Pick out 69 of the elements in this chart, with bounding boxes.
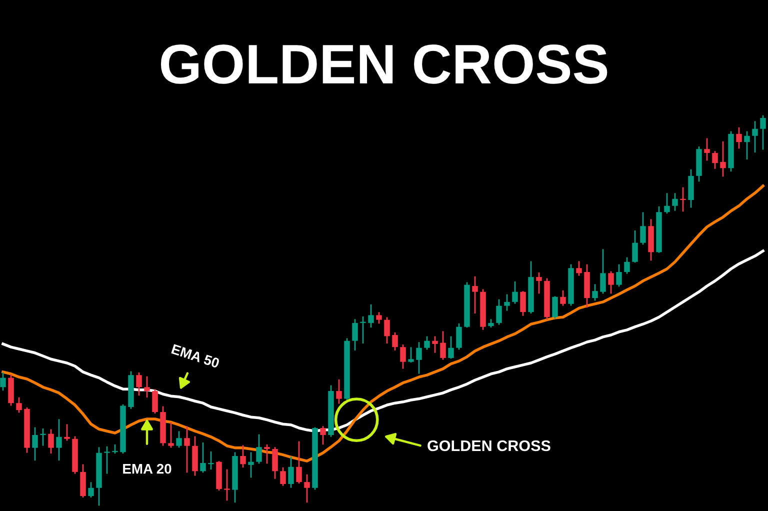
candlestick	[736, 127, 742, 149]
candlestick	[64, 424, 70, 441]
candlestick	[424, 336, 430, 350]
candlestick	[760, 115, 766, 150]
candlestick	[432, 336, 438, 353]
candlestick	[496, 299, 502, 325]
candlestick	[640, 212, 646, 245]
candlestick	[576, 261, 582, 276]
candlestick	[288, 456, 294, 488]
candlestick	[200, 442, 206, 473]
candlestick	[624, 257, 630, 274]
candlestick	[392, 332, 398, 350]
candlestick	[368, 304, 374, 328]
candlestick	[352, 319, 358, 350]
candlestick	[224, 469, 230, 501]
candlestick	[376, 312, 382, 324]
candlestick	[448, 336, 454, 359]
candlestick	[560, 290, 566, 306]
candlestick	[280, 467, 286, 486]
candlestick	[672, 193, 678, 211]
candlestick	[712, 151, 718, 169]
candlestick	[264, 444, 270, 464]
candlestick	[32, 427, 38, 461]
candlestick	[440, 331, 446, 360]
candlestick	[136, 372, 142, 396]
candlestick	[416, 342, 422, 374]
candlestick	[384, 317, 390, 344]
candlestick	[600, 249, 606, 294]
candlestick	[248, 452, 254, 478]
candlestick	[608, 271, 614, 294]
chart-title: GOLDEN CROSS	[160, 44, 608, 84]
candlestick	[16, 397, 22, 413]
candlestick	[48, 429, 54, 454]
candlestick	[472, 276, 478, 314]
candlestick	[272, 447, 278, 479]
candlestick	[256, 434, 262, 464]
candlestick	[88, 482, 94, 498]
candlestick	[56, 419, 62, 461]
candlestick	[744, 131, 750, 160]
candlestick	[400, 344, 406, 369]
candlestick	[304, 474, 310, 503]
candlestick	[184, 426, 190, 473]
candlestick	[456, 323, 462, 350]
candlestick	[104, 446, 110, 474]
candlestick	[520, 291, 526, 316]
candlestick	[720, 141, 726, 177]
candlestick	[296, 441, 302, 484]
candlestick	[168, 422, 174, 448]
candlestick	[0, 372, 6, 391]
annotation: GOLDEN CROSS	[428, 440, 550, 452]
candlestick	[152, 389, 158, 414]
candlestick	[504, 294, 510, 311]
candlestick	[536, 272, 542, 294]
candlestick	[616, 264, 622, 287]
candlestick	[752, 121, 758, 152]
candlestick	[512, 281, 518, 304]
candlestick	[632, 230, 638, 263]
candlestick	[408, 347, 414, 363]
candlestick	[336, 379, 342, 404]
candlestick	[704, 138, 710, 161]
candlestick	[144, 376, 150, 398]
text: EMA 20	[123, 464, 172, 474]
candlestick	[592, 284, 598, 301]
candlestick	[176, 431, 182, 448]
candlestick	[320, 426, 326, 445]
text: EMA 50	[171, 344, 220, 368]
candlestick	[664, 193, 670, 214]
candlestick	[240, 445, 246, 468]
candlestick	[552, 296, 558, 319]
